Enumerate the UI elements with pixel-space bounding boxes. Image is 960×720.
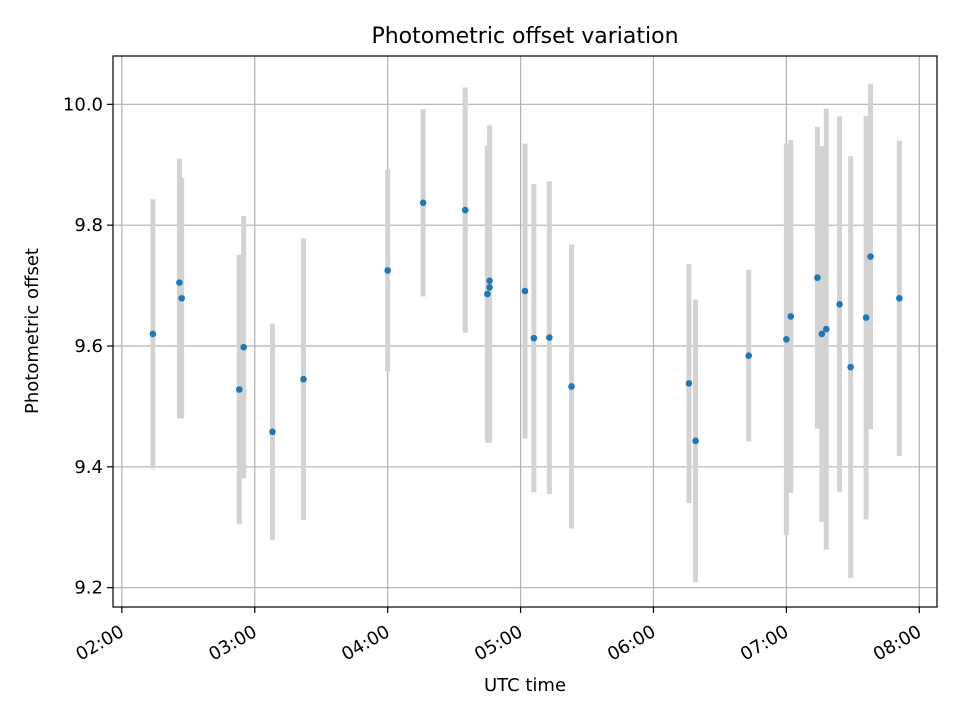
plot-frame xyxy=(112,55,938,608)
data-point xyxy=(176,279,183,286)
y-axis-label: Photometric offset xyxy=(22,248,43,414)
y-tick-label: 10.0 xyxy=(63,94,103,115)
data-point xyxy=(240,343,247,351)
x-axis-label: UTC time xyxy=(484,675,566,696)
x-tick-label: 08:00 xyxy=(870,621,925,665)
data-point xyxy=(486,277,493,285)
x-tick-label: 06:00 xyxy=(604,621,659,665)
x-tick-label: 04:00 xyxy=(338,621,393,665)
data-point xyxy=(300,375,307,383)
chart-title: Photometric offset variation xyxy=(371,24,678,49)
data-point xyxy=(484,290,491,298)
axis-ticks: 02:00 03:00 04:00 05:00 06:00 07:00 08:00 9.2 9.… xyxy=(63,94,925,665)
y-tick-label: 9.4 xyxy=(74,457,103,478)
data-point xyxy=(745,352,753,359)
data-point xyxy=(178,294,185,302)
data-point xyxy=(486,284,493,291)
data-point xyxy=(521,287,529,295)
data-point xyxy=(149,330,157,338)
data-point xyxy=(419,199,427,207)
data-point xyxy=(783,336,790,343)
data-point xyxy=(685,380,693,387)
data-point xyxy=(568,383,575,390)
data-point xyxy=(235,386,243,393)
data-point xyxy=(692,437,699,445)
data-point xyxy=(896,294,903,302)
x-tick-label: 02:00 xyxy=(72,621,127,665)
data-point xyxy=(787,313,795,320)
x-tick-label: 03:00 xyxy=(205,621,260,665)
y-tick-label: 9.6 xyxy=(74,336,103,357)
y-tick-label: 9.2 xyxy=(74,578,103,599)
data-point xyxy=(847,363,854,371)
data-points xyxy=(149,199,903,445)
data-point xyxy=(818,330,826,338)
x-tick-label: 05:00 xyxy=(471,621,526,665)
data-point xyxy=(814,274,821,282)
x-tick-label: 07:00 xyxy=(737,621,792,665)
data-point xyxy=(269,428,276,436)
data-point xyxy=(461,206,469,214)
data-point xyxy=(822,325,830,333)
data-point xyxy=(836,301,843,308)
data-point xyxy=(546,334,553,341)
data-point xyxy=(530,334,538,342)
data-point xyxy=(862,314,870,321)
data-point xyxy=(384,267,391,274)
y-tick-label: 9.8 xyxy=(74,215,103,236)
data-point xyxy=(867,253,874,260)
error-bars xyxy=(150,83,902,583)
